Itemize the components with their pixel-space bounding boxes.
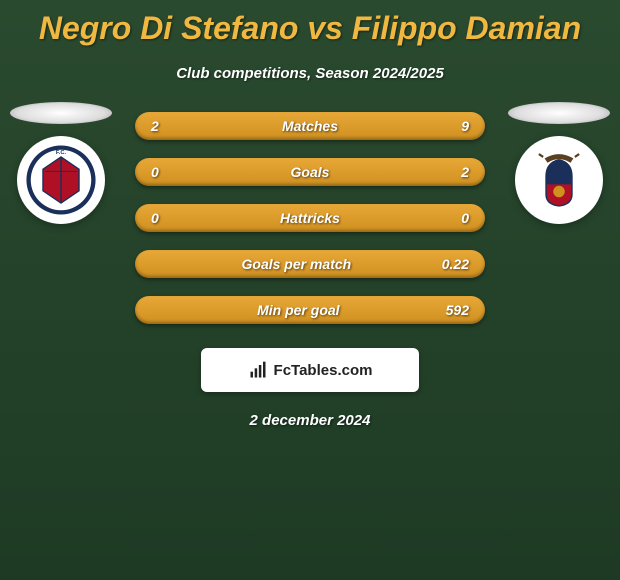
oval-shadow-right: [508, 102, 610, 124]
left-club-logo: F.C.: [17, 136, 105, 224]
left-club-block: F.C.: [10, 102, 112, 224]
stat-left-value: 2: [151, 118, 159, 134]
stat-label: Goals: [291, 164, 330, 180]
crotone-crest-icon: F.C.: [25, 144, 97, 216]
page-title: Negro Di Stefano vs Filippo Damian: [0, 0, 620, 47]
casertana-crest-icon: [523, 144, 595, 216]
stat-right-value: 0.22: [442, 256, 469, 272]
watermark[interactable]: FcTables.com: [201, 348, 419, 392]
stat-bar-goals: 0 Goals 2: [135, 158, 485, 186]
right-club-block: [508, 102, 610, 224]
stat-bar-matches: 2 Matches 9: [135, 112, 485, 140]
stats-container: F.C. 2 Matches 9 0 Goals 2 0 Hattricks 0…: [0, 112, 620, 324]
stat-right-value: 9: [461, 118, 469, 134]
stat-right-value: 0: [461, 210, 469, 226]
stat-right-value: 2: [461, 164, 469, 180]
stat-label: Hattricks: [280, 210, 340, 226]
stat-label: Matches: [282, 118, 338, 134]
stat-bar-mpg: Min per goal 592: [135, 296, 485, 324]
stat-left-value: 0: [151, 210, 159, 226]
stat-bar-gpm: Goals per match 0.22: [135, 250, 485, 278]
date-text: 2 december 2024: [0, 412, 620, 429]
stat-bars: 2 Matches 9 0 Goals 2 0 Hattricks 0 Goal…: [135, 112, 485, 324]
stat-bar-hattricks: 0 Hattricks 0: [135, 204, 485, 232]
stat-label: Goals per match: [242, 256, 352, 272]
right-club-logo: [515, 136, 603, 224]
oval-shadow-left: [10, 102, 112, 124]
svg-text:F.C.: F.C.: [56, 150, 67, 156]
stat-left-value: 0: [151, 164, 159, 180]
chart-icon: [248, 360, 268, 380]
subtitle: Club competitions, Season 2024/2025: [0, 65, 620, 82]
stat-label: Min per goal: [257, 302, 339, 318]
watermark-text: FcTables.com: [274, 362, 373, 379]
stat-right-value: 592: [446, 302, 469, 318]
